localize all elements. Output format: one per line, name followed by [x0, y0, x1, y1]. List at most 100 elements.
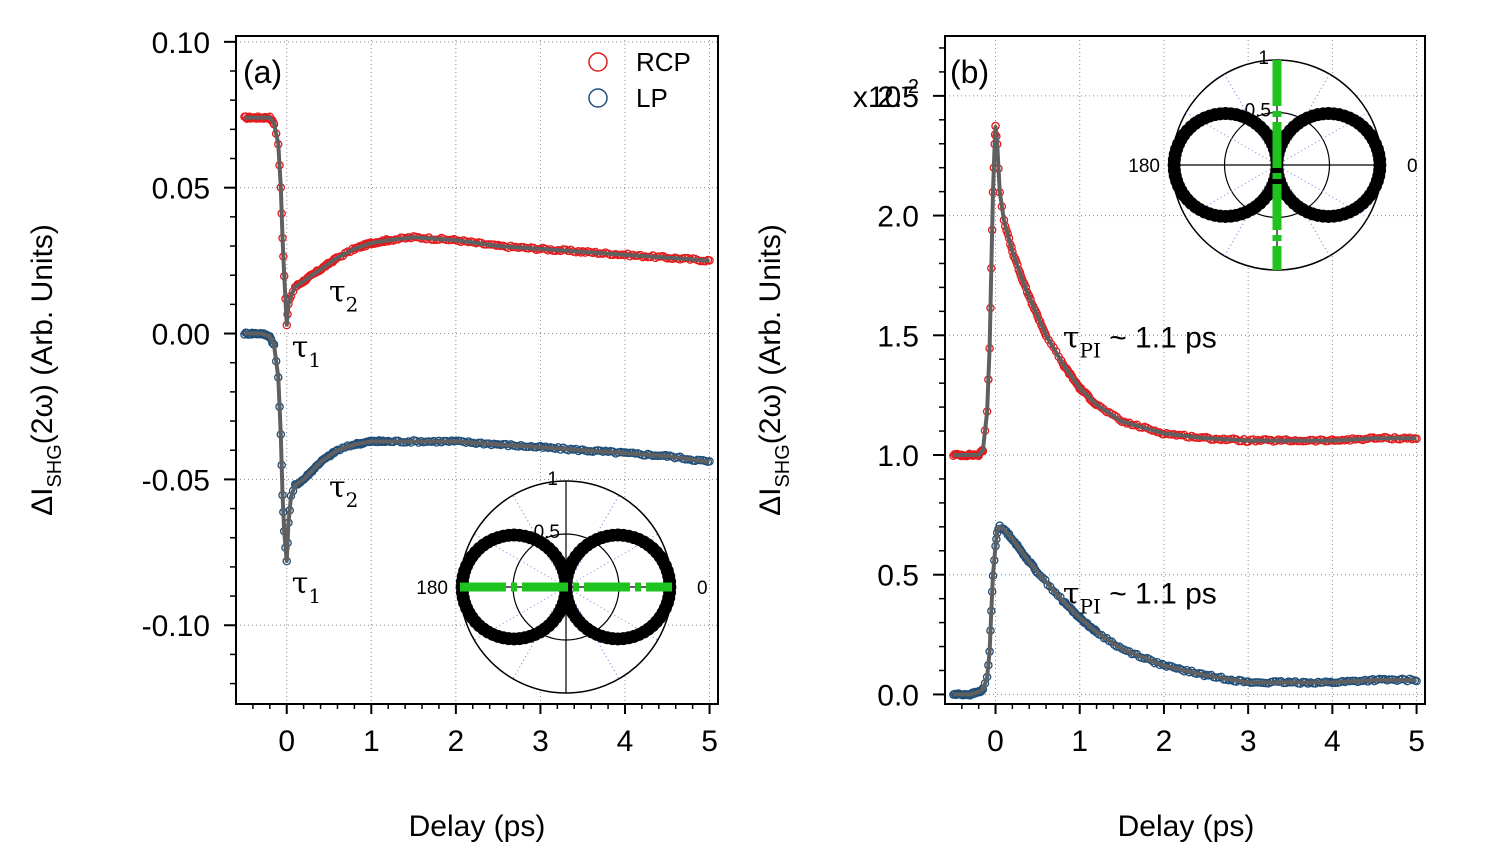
panel-b-label: (b) [950, 54, 989, 90]
annotation-tau-symbol: τ [1063, 576, 1080, 611]
annotation-tau-sub: PI [1080, 338, 1101, 362]
x-tick-label: 3 [532, 725, 549, 758]
panel-b-xlabel: Delay (ps) [1118, 810, 1255, 843]
series-lp [240, 328, 714, 566]
annotation-tau: τ2 [329, 274, 358, 316]
series-rcp [949, 121, 1421, 461]
y-tick-label: 2.5 [877, 81, 919, 114]
polar-angle-label-0: 0 [697, 578, 708, 599]
annotation-tau: τPI ~ 1.1 ps [1063, 576, 1217, 618]
annotation-tau-sub: PI [1080, 594, 1101, 618]
polar-spoke-diagonal [1185, 164, 1278, 218]
x-tick-label: 3 [1240, 725, 1257, 758]
panel-b-frame [944, 35, 1426, 705]
y-scale-note: x10-2 [853, 76, 919, 114]
fit-line-lp [952, 524, 1417, 697]
annotation-tau: τPI ~ 1.1 ps [1063, 320, 1217, 362]
annotation-tau-sub: 2 [346, 488, 359, 512]
y-tick-label: -0.10 [142, 610, 210, 643]
annotation-tau: τ1 [292, 330, 321, 372]
annotation-tau-sub: 1 [308, 348, 321, 372]
x-tick-label: 0 [987, 725, 1004, 758]
polar-radial-label-half: 0.5 [534, 522, 560, 543]
polar-spoke-diagonal [1276, 164, 1369, 218]
fit-line-rcp [952, 124, 1417, 457]
legend-label-lp: LP [636, 83, 668, 113]
y-scale-exp: -2 [901, 76, 919, 98]
annotation-tau-symbol: τ [292, 566, 309, 601]
annotation-tau-symbol: τ [329, 470, 346, 505]
polar-angle-label-180: 180 [1128, 156, 1160, 177]
x-tick-label: 5 [1408, 725, 1425, 758]
panel-b-ylabel-post: (2ω) (Arb. Units) [754, 224, 787, 444]
y-tick-label: 0.10 [152, 27, 210, 60]
data-point-lp [1038, 573, 1047, 583]
annotation-tau-tail: ~ 1.1 ps [1101, 321, 1217, 354]
y-tick-label: 2.0 [877, 201, 919, 234]
y-scale-base: x10 [853, 81, 901, 114]
polar-angle-label-0: 0 [1407, 156, 1418, 177]
panel-b-ylabel-sub: SHG [772, 444, 794, 487]
x-tick-label: 4 [617, 725, 634, 758]
fit-line-rcp [243, 115, 710, 327]
annotation-tau-sub: 2 [346, 292, 359, 316]
annotation-tau-tail: ~ 1.1 ps [1101, 577, 1217, 610]
panel-b-polar-inset: 180 0 0.5 1 [1128, 48, 1418, 271]
series-rcp [240, 112, 714, 330]
y-tick-label: 1.0 [877, 440, 919, 473]
legend-label-rcp: RCP [636, 47, 691, 77]
x-tick-label: 5 [701, 725, 718, 758]
y-tick-label: -0.05 [142, 464, 210, 497]
y-tick-label: 0.5 [877, 560, 919, 593]
x-tick-label: 2 [448, 725, 465, 758]
series-lp [949, 521, 1421, 700]
panel-a-ylabel-sub: SHG [44, 444, 66, 487]
x-tick-label: 0 [278, 725, 295, 758]
panel-b-series [949, 121, 1421, 700]
legend-marker-lp [588, 88, 608, 108]
polar-spoke-diagonal [1185, 112, 1278, 166]
polar-radial-label-one: 1 [547, 469, 558, 490]
panel-a-label: (a) [243, 54, 282, 90]
annotation-tau: τ2 [329, 470, 358, 512]
y-tick-label: 0.05 [152, 173, 210, 206]
panel-a-ylabel-pre: ΔI [26, 488, 59, 516]
y-tick-label: 0.0 [877, 679, 919, 712]
annotation-tau-sub: 1 [308, 584, 321, 608]
x-tick-label: 2 [1156, 725, 1173, 758]
annotation-tau-symbol: τ [329, 274, 346, 309]
panel-a-legend: RCP LP [588, 47, 691, 113]
panel-a-polar-inset: 180 0 0.5 1 [416, 469, 708, 694]
fit-line-lp [243, 331, 710, 564]
polar-spoke-diagonal [1276, 112, 1369, 166]
panel-a-ylabel: ΔISHG(2ω) (Arb. Units) [26, 224, 66, 516]
x-tick-label: 4 [1324, 725, 1341, 758]
panel-a: 0 1 2 3 4 5 0.10 0.05 0.00 -0.05 -0.10 (a) Delay (… [26, 27, 719, 843]
polar-angle-label-180: 180 [416, 578, 448, 599]
legend-marker-rcp [588, 52, 608, 72]
y-tick-label: 0.00 [152, 319, 210, 352]
panel-a-frame [235, 35, 719, 705]
data-point-lp [1035, 571, 1045, 580]
panel-a-ylabel-post: (2ω) (Arb. Units) [26, 224, 59, 444]
panel-b-ylabel: ΔISHG(2ω) (Arb. Units) [754, 224, 794, 516]
polar-radial-label-half: 0.5 [1245, 101, 1271, 122]
x-tick-label: 1 [1071, 725, 1088, 758]
panel-a-xlabel: Delay (ps) [409, 810, 546, 843]
x-tick-label: 1 [363, 725, 380, 758]
panel-b-ylabel-pre: ΔI [754, 488, 787, 516]
annotation-tau-symbol: τ [292, 330, 309, 365]
y-tick-label: 1.5 [877, 320, 919, 353]
polar-data-point [1373, 163, 1387, 177]
annotation-tau-symbol: τ [1063, 320, 1080, 355]
panel-a-ticks: 0 1 2 3 4 5 0.10 0.05 0.00 -0.05 -0.10 [142, 27, 718, 758]
panel-a-series [240, 112, 714, 566]
polar-radial-label-one: 1 [1258, 48, 1269, 69]
annotation-tau: τ1 [292, 566, 321, 608]
